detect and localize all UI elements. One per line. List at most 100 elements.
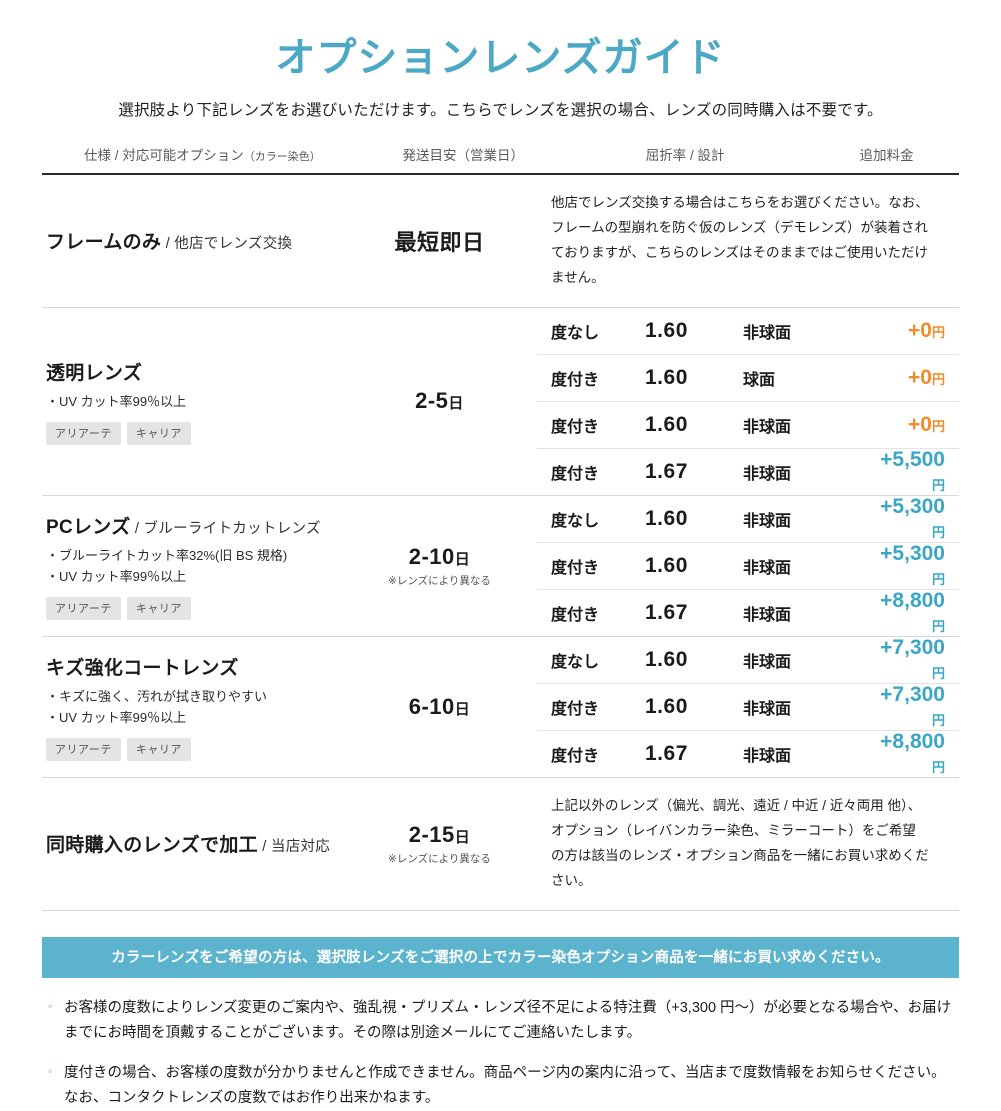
option-lens-guide-page: オプションレンズガイド 選択肢より下記レンズをお選びいただけます。こちらでレンズ… <box>0 0 1001 1000</box>
spec-index: 1.60 <box>645 648 743 672</box>
spec-price-value: +8,800 <box>880 589 945 612</box>
lens-title-sub: / ブルーライトカットレンズ <box>131 521 321 537</box>
shipping-unit: 日 <box>448 395 464 412</box>
spec-design: 非球面 <box>743 554 873 578</box>
spec-price: +7,300 円 <box>873 636 959 684</box>
spec-degree: 度付き <box>537 366 645 390</box>
spec-row: 度なし 1.60 非球面 +7,300 円 <box>537 637 959 684</box>
spec-design: 非球面 <box>743 507 873 531</box>
notes-list: ◦ お客様の度数によりレンズ変更のご案内や、強乱視・プリズム・レンズ径不足による… <box>42 996 959 1111</box>
spec-price-value: +8,800 <box>880 730 945 753</box>
spec-index: 1.60 <box>645 319 743 343</box>
badge-carrier: キャリア <box>127 597 191 620</box>
badge-ariate: アリアーテ <box>46 422 121 445</box>
specs-pc-lens: 度なし 1.60 非球面 +5,300円 度付き 1.60 非球面 +5,300… <box>537 496 959 636</box>
color-lens-banner: カラーレンズをご希望の方は、選択肢レンズをご選択の上でカラー染色オプション商品を… <box>42 937 959 978</box>
table-column-headers: 仕様 / 対応可能オプション（カラー染色） 発送目安（営業日） 屈折率 / 設計… <box>42 144 959 173</box>
shipping-scratch-lens: 6-10日 <box>342 637 537 777</box>
spec-row: 度付き 1.67 非球面 +8,800円 <box>537 590 959 636</box>
shipping-unit: 日 <box>455 701 471 718</box>
spec-design: 非球面 <box>743 695 873 719</box>
shipping-value: 6-10日 <box>409 694 471 720</box>
spec-price-yen: 円 <box>932 419 945 434</box>
spec-price-value: +0 <box>908 366 932 389</box>
row-label-pc-lens: PCレンズ / ブルーライトカットレンズ ・ブルーライトカット率32%(旧 BS… <box>42 496 342 636</box>
row-label-scratch-lens: キズ強化コートレンズ ・キズに強く、汚れが拭き取りやすい ・UV カット率99％… <box>42 637 342 777</box>
page-title: オプションレンズガイド <box>42 0 959 80</box>
spec-price-yen: 円 <box>932 666 945 681</box>
lens-badges: アリアーテ キャリア <box>46 738 332 761</box>
spec-design: 非球面 <box>743 413 873 437</box>
shipping-days: 2-15 <box>409 822 455 847</box>
divider-bottom <box>42 910 959 911</box>
spec-design: 非球面 <box>743 648 873 672</box>
lens-title: 透明レンズ <box>46 358 332 385</box>
column-header-spec-paren: （カラー染色） <box>244 151 321 163</box>
spec-index: 1.60 <box>645 366 743 390</box>
lens-title-main: PCレンズ <box>46 517 131 538</box>
badge-ariate: アリアーテ <box>46 597 121 620</box>
spec-price: +5,300 円 <box>873 542 959 590</box>
spec-design: 非球面 <box>743 601 873 625</box>
circle-bullet-icon: ◦ <box>42 996 64 1017</box>
spec-price-yen: 円 <box>932 760 945 775</box>
lens-title: PCレンズ / ブルーライトカットレンズ <box>46 512 332 539</box>
badge-ariate: アリアーテ <box>46 738 121 761</box>
spec-price-yen: 円 <box>932 619 945 634</box>
description-frame-only: 他店でレンズ交換する場合はこちらをお選びください。なお、フレームの型崩れを防ぐ仮… <box>537 175 959 307</box>
spec-price: +0円 <box>873 366 959 390</box>
spec-degree: 度付き <box>537 413 645 437</box>
shipping-frame-only: 最短即日 <box>342 175 537 307</box>
lens-bullet: ・UV カット率99％以上 <box>46 392 332 412</box>
spec-price-value: +5,300 <box>880 542 945 565</box>
spec-degree: 度付き <box>537 460 645 484</box>
description-text: 他店でレンズ交換する場合はこちらをお選びください。なお、フレームの型崩れを防ぐ仮… <box>537 175 959 307</box>
spec-price: +5,300円 <box>873 495 959 543</box>
spec-degree: 度付き <box>537 601 645 625</box>
lens-title: 同時購入のレンズで加工 / 当店対応 <box>46 830 332 857</box>
lens-bullet: ・UV カット率99％以上 <box>46 708 332 728</box>
lens-badges: アリアーテ キャリア <box>46 597 332 620</box>
spec-row: 度付き 1.67 非球面 +8,800円 <box>537 731 959 777</box>
lens-title: キズ強化コートレンズ <box>46 653 332 680</box>
shipping-value: 2-15日 <box>409 822 471 848</box>
badge-carrier: キャリア <box>127 422 191 445</box>
spec-price-value: +7,300 <box>880 636 945 659</box>
shipping-pc-lens: 2-10日 ※レンズにより異なる <box>342 496 537 636</box>
spec-price: +8,800 円 <box>873 589 959 637</box>
spec-row: 度付き 1.60 球面 +0円 <box>537 355 959 402</box>
spec-price: +8,800 円 <box>873 730 959 778</box>
note-text: お客様の度数によりレンズ変更のご案内や、強乱視・プリズム・レンズ径不足による特注… <box>64 996 959 1047</box>
spec-index: 1.60 <box>645 695 743 719</box>
table-row-clear-lens: 透明レンズ ・UV カット率99％以上 アリアーテ キャリア 2-5日 度なし … <box>42 308 959 495</box>
shipping-note: ※レンズにより異なる <box>388 851 491 866</box>
spec-price: +0円 <box>873 413 959 437</box>
lens-bullet: ・キズに強く、汚れが拭き取りやすい <box>46 687 332 707</box>
row-label-frame-only: フレームのみ / 他店でレンズ交換 <box>42 175 342 307</box>
spec-index: 1.67 <box>645 460 743 484</box>
note-text: 度付きの場合、お客様の度数が分かりませんと作成できません。商品ページ内の案内に沿… <box>64 1061 959 1111</box>
spec-row: 度付き 1.60 非球面 +5,300円 <box>537 543 959 590</box>
spec-design: 非球面 <box>743 742 873 766</box>
description-simultaneous: 上記以外のレンズ（偏光、調光、遠近 / 中近 / 近々両用 他）、オプション（レ… <box>537 778 959 910</box>
column-header-extra-fee: 追加料金 <box>814 144 959 164</box>
column-header-index-design: 屈折率 / 設計 <box>556 144 814 164</box>
spec-index: 1.60 <box>645 507 743 531</box>
spec-index: 1.60 <box>645 554 743 578</box>
note-item: ◦ 度付きの場合、お客様の度数が分かりませんと作成できません。商品ページ内の案内… <box>42 1061 959 1111</box>
spec-price-yen: 円 <box>932 572 945 587</box>
spec-row: 度なし 1.60 非球面 +5,300円 <box>537 496 959 543</box>
spec-price-value: +7,300 <box>880 683 945 706</box>
table-row-simultaneous-purchase: 同時購入のレンズで加工 / 当店対応 2-15日 ※レンズにより異なる 上記以外… <box>42 778 959 910</box>
lens-bullet: ・UV カット率99％以上 <box>46 567 332 587</box>
shipping-note: ※レンズにより異なる <box>388 573 491 588</box>
lens-badges: アリアーテ キャリア <box>46 422 332 445</box>
spec-row: 度なし 1.60 非球面 +0円 <box>537 308 959 355</box>
spec-row: 度付き 1.60 非球面 +7,300円 <box>537 684 959 731</box>
spec-degree: 度なし <box>537 648 645 672</box>
shipping-value: 2-5日 <box>415 388 464 414</box>
spec-degree: 度なし <box>537 507 645 531</box>
spec-degree: 度なし <box>537 319 645 343</box>
spec-design: 球面 <box>743 366 873 390</box>
table-row-frame-only: フレームのみ / 他店でレンズ交換 最短即日 他店でレンズ交換する場合はこちらを… <box>42 175 959 307</box>
